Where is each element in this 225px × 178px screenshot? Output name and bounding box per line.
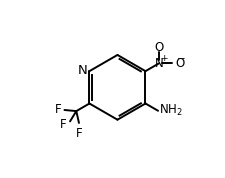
Text: N: N [78,64,87,77]
Text: N: N [154,57,163,70]
Text: NH$_2$: NH$_2$ [158,103,182,118]
Text: F: F [60,118,67,131]
Text: +: + [160,54,167,63]
Text: O: O [175,57,184,70]
Text: O: O [154,41,163,54]
Text: F: F [75,127,82,140]
Text: −: − [176,54,185,64]
Text: F: F [54,103,61,116]
